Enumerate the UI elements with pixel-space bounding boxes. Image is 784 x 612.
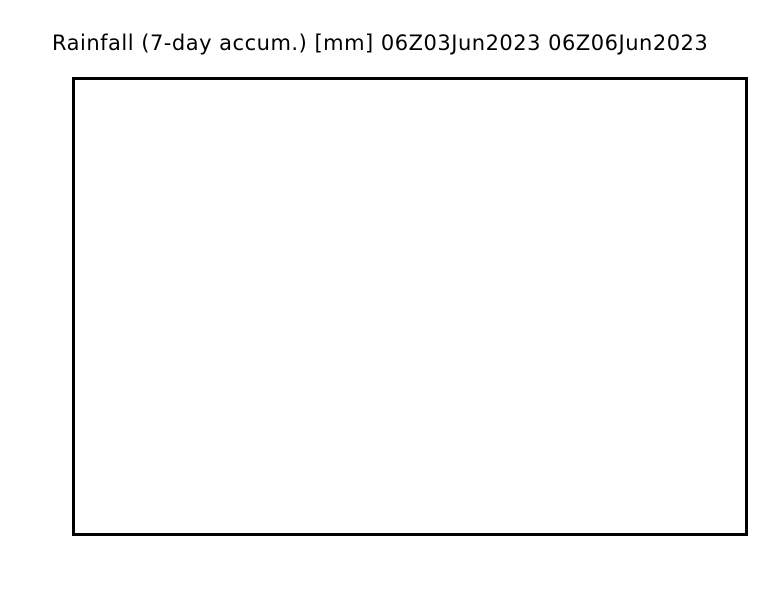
plot-frame: [72, 77, 748, 536]
chart-title: Rainfall (7-day accum.) [mm] 06Z03Jun202…: [52, 31, 709, 55]
plot-area: [75, 80, 745, 533]
